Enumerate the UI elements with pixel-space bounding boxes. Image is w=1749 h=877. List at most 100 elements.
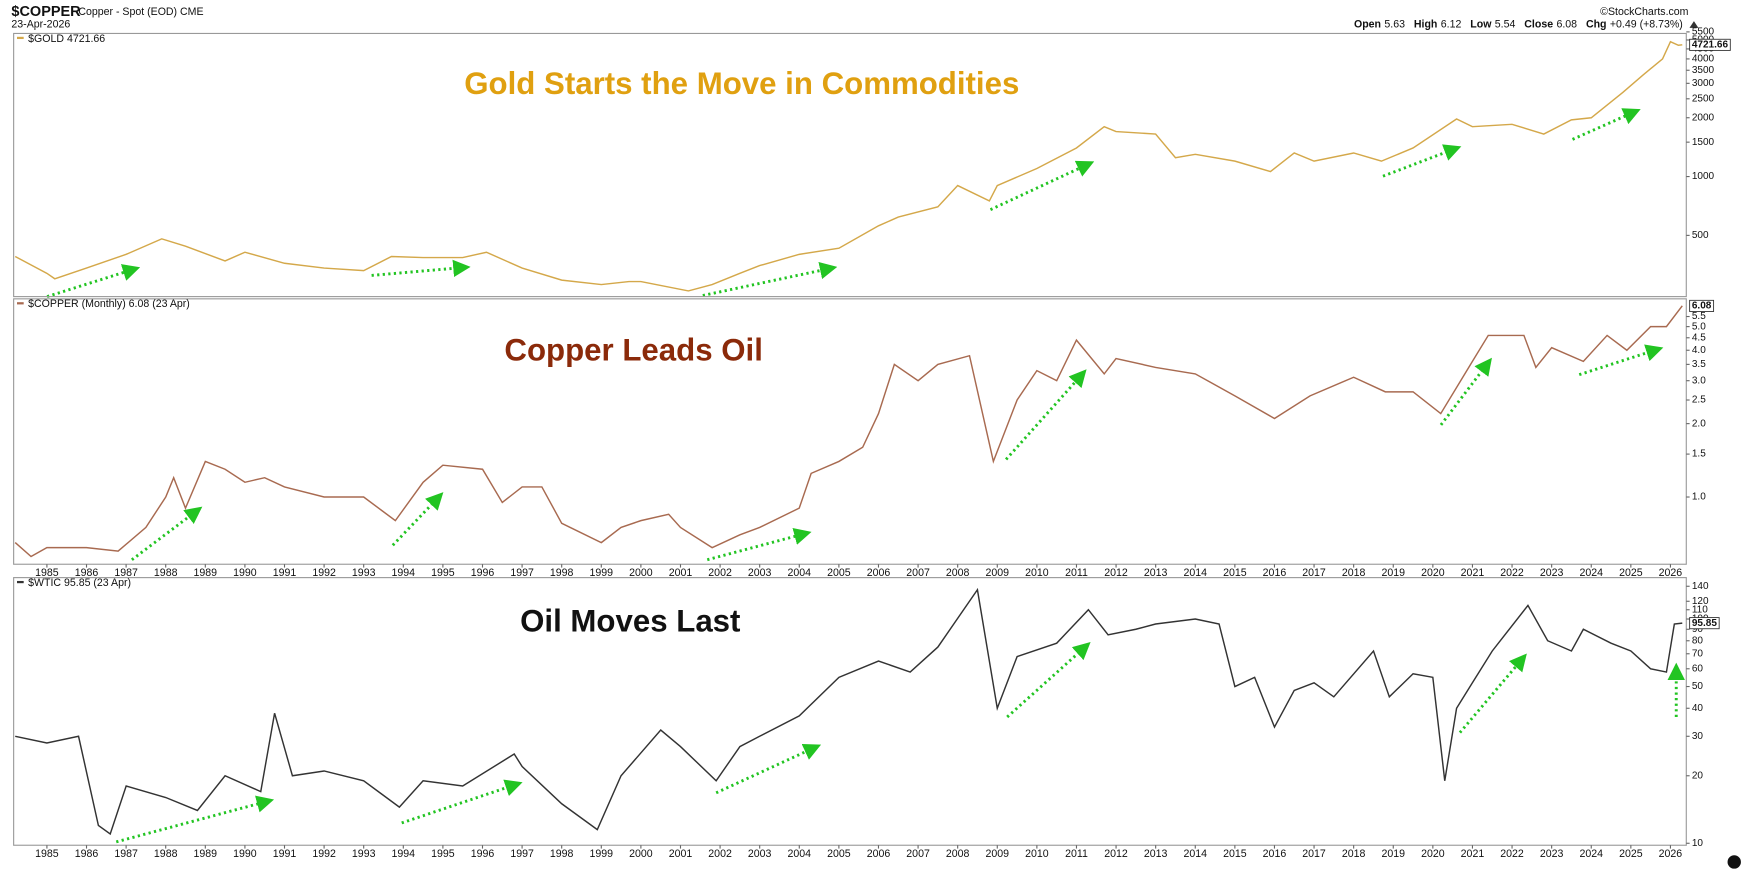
x-tick-label: 2001 [669,848,693,860]
x-tick-label: 2023 [1540,848,1564,860]
x-tick-label: 2003 [748,567,772,579]
panel-title: Copper Leads Oil [504,333,762,368]
quote-value: +0.49 (+8.73%) [1610,18,1683,30]
arrow [1578,344,1664,377]
x-tick-label: 2012 [1104,567,1128,579]
arrow [115,795,275,844]
y-tick-label: 4000 [1692,54,1715,65]
date: 23-Apr-2026 [11,18,70,30]
x-tick-label: 2007 [906,848,930,860]
arrow [371,259,471,278]
arrow [1571,108,1641,141]
x-tick-label: 2026 [1659,567,1683,579]
annotations [46,108,1685,844]
quote-label: Low [1470,18,1492,30]
y-tick-label: 10 [1692,838,1704,849]
x-tick-label: 1999 [590,848,614,860]
x-tick-label: 2006 [867,848,891,860]
arrow [391,492,444,547]
arrow [1006,642,1091,719]
x-tick-label: 2024 [1579,848,1603,860]
arrow [1458,653,1527,734]
x-tick-label: 2018 [1342,848,1366,860]
x-tick-label: 2011 [1065,567,1088,579]
x-tick-label: 1991 [273,848,297,860]
x-tick-label: 1992 [312,848,336,860]
arrow [130,506,203,561]
x-tick-label: 2020 [1421,567,1445,579]
y-tick-label: 2.0 [1692,418,1706,429]
x-tick-label: 1994 [392,848,416,860]
x-tick-label: 2008 [946,848,970,860]
y-tick-label: 70 [1692,648,1704,659]
x-tick-label: 2009 [986,567,1010,579]
x-tick-label: 2019 [1381,848,1405,860]
x-tick-label: 2010 [1025,567,1049,579]
x-tick-label: 1992 [312,567,336,579]
last-value: 95.85 [1692,618,1717,629]
arrow [1382,144,1462,178]
x-tick-label: 1987 [114,848,138,860]
y-tick-label: 3.5 [1692,359,1706,370]
legend-entry: $COPPER (Monthly) 6.08 (23 Apr) [28,298,190,310]
x-tick-label: 1996 [471,567,495,579]
x-tick-label: 2014 [1183,848,1207,860]
y-tick-label: 110 [1692,604,1708,615]
x-tick-label: 2016 [1263,848,1287,860]
y-tick-label: 3.0 [1692,375,1706,386]
x-tick-label: 1989 [194,567,218,579]
panel-title: Gold Starts the Move in Commodities [464,66,1019,101]
x-tick-label: 1988 [154,848,178,860]
x-tick-label: 1985 [35,567,59,579]
x-tick-label: 1989 [194,848,218,860]
x-tick-label: 2005 [827,848,851,860]
arrow [46,264,141,298]
arrow [706,527,812,562]
x-tick-label: 2009 [986,848,1010,860]
y-tick-label: 4.0 [1692,345,1706,356]
panel-frame [13,32,1687,298]
x-tick-label: 2013 [1144,848,1168,860]
arrow [989,160,1095,211]
arrow [715,743,822,795]
y-tick-label: 20 [1692,770,1704,781]
x-tick-label: 2015 [1223,848,1247,860]
panel-frame [13,298,1687,565]
x-tick-label: 1995 [431,848,455,860]
y-tick-label: 500 [1692,230,1709,241]
x-tick-label: 1997 [510,848,534,860]
y-tick-label: 2500 [1692,93,1715,104]
description: Copper - Spot (EOD) CME [78,6,203,18]
last-value-box [1689,38,1731,51]
x-tick-label: 1986 [75,567,99,579]
y-tick-label: 90 [1692,624,1704,635]
x-tick-label: 2005 [827,567,851,579]
last-value: 6.08 [1692,301,1712,312]
x-tick-label: 2000 [629,848,653,860]
x-tick-label: 2022 [1500,567,1524,579]
x-tick-label: 2023 [1540,567,1564,579]
y-tick-label: 2000 [1692,112,1715,123]
credit: ©StockCharts.com [1600,6,1689,18]
x-tick-label: 1987 [114,567,138,579]
x-tick-label: 2014 [1183,567,1207,579]
y-tick-label: 1.0 [1692,492,1706,503]
legend-entry: $GOLD 4721.66 [28,33,105,45]
y-tick-label: 2.5 [1692,395,1706,406]
series-line [14,305,1683,558]
y-tick-label: 50 [1692,681,1704,692]
x-tick-label: 2021 [1461,848,1485,860]
panel-title: Oil Moves Last [520,604,741,639]
y-tick-label: 1000 [1692,171,1715,182]
x-tick-label: 2008 [946,567,970,579]
x-tick-label: 2017 [1302,848,1326,860]
x-tick-label: 2025 [1619,567,1643,579]
last-value-box [1689,617,1720,630]
x-tick-label: 1995 [431,567,455,579]
y-tick-label: 60 [1692,663,1704,674]
corner-dot [1727,855,1741,869]
x-tick-label: 1994 [392,567,416,579]
arrow [1004,369,1087,461]
y-tick-label: 80 [1692,635,1704,646]
y-tick-label: 3000 [1692,78,1715,89]
